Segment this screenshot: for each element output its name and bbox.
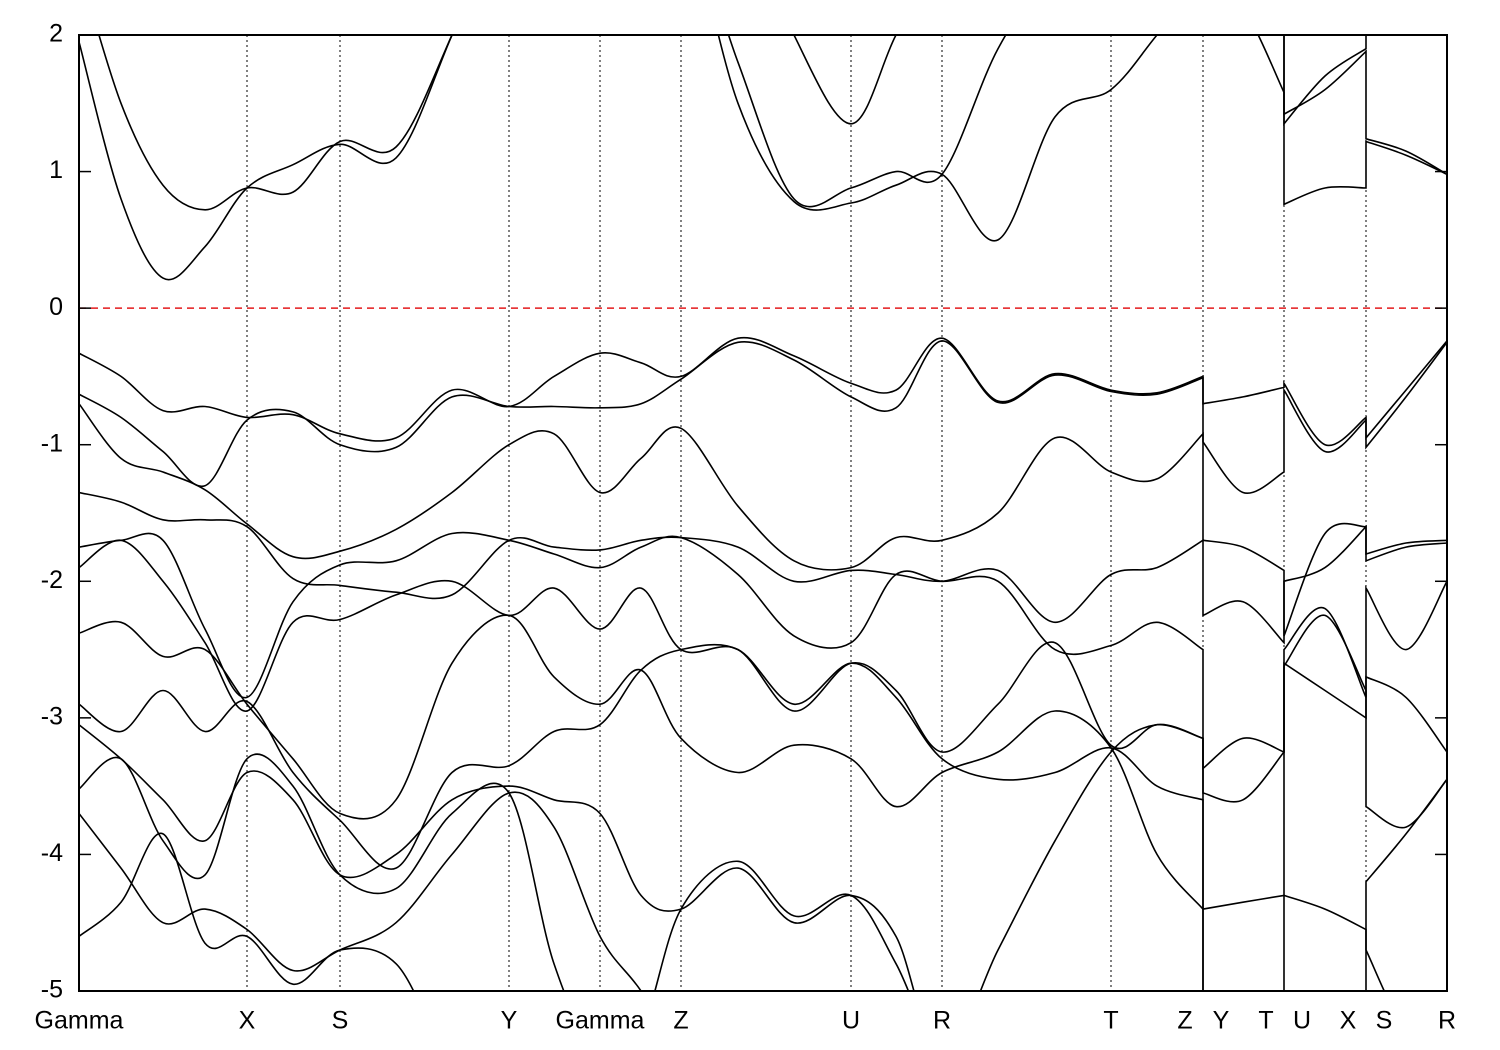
x-tick-label: Gamma (35, 1007, 124, 1035)
x-tick-label: U (842, 1007, 860, 1035)
band-line (79, 336, 1447, 447)
band-line (79, 491, 1447, 645)
band-line (79, 832, 415, 991)
band-line (98, 35, 1447, 211)
y-tick-label: -4 (41, 839, 63, 867)
y-tick-label: -3 (41, 702, 63, 730)
plot-frame (78, 34, 1448, 992)
band-line (79, 791, 642, 991)
band-line (79, 531, 1447, 770)
y-tick-label: -5 (41, 976, 63, 1004)
x-tick-label: Gamma (556, 1007, 645, 1035)
band-line (79, 614, 1386, 991)
x-tick-label: Z (1177, 1007, 1192, 1035)
y-tick-label: 2 (49, 20, 63, 48)
x-tick-label: S (1376, 1007, 1393, 1035)
band-line (79, 340, 1447, 494)
band-line (79, 614, 1447, 991)
y-tick-label: -2 (41, 566, 63, 594)
y-tick-label: 0 (49, 293, 63, 321)
band-line (79, 643, 1204, 991)
bands-layer (79, 35, 1447, 991)
x-tick-label: R (933, 1007, 951, 1035)
x-tick-label: X (239, 1007, 256, 1035)
grid-layer (78, 35, 1448, 991)
x-tick-label: X (1340, 1007, 1357, 1035)
x-tick-label: T (1258, 1007, 1273, 1035)
band-line (79, 539, 1447, 803)
x-tick-label: S (332, 1007, 349, 1035)
x-tick-label: Y (501, 1007, 518, 1035)
band-line (79, 753, 1447, 991)
band-line (79, 403, 1447, 637)
x-tick-label: Z (673, 1007, 688, 1035)
x-tick-label: R (1438, 1007, 1456, 1035)
y-tick-label: 1 (49, 156, 63, 184)
x-tick-label: Y (1213, 1007, 1230, 1035)
y-tick-label: -1 (41, 429, 63, 457)
x-tick-label: U (1293, 1007, 1311, 1035)
band-line (793, 35, 1367, 126)
band-line (79, 35, 1447, 281)
x-tick-label: T (1103, 1007, 1118, 1035)
